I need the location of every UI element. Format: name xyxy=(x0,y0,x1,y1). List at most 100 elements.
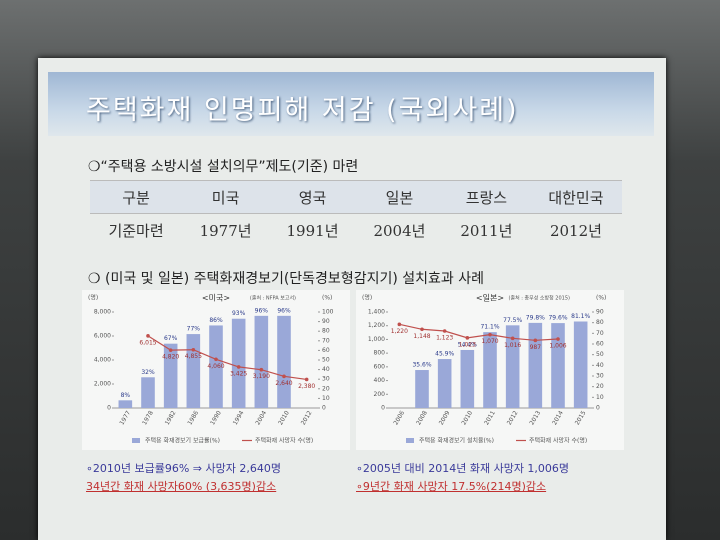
y2-tick-label: 40 xyxy=(322,366,330,373)
legend-label: 주택용 화재경보기 보급률(%) xyxy=(145,437,220,445)
y-tick-label: 200 xyxy=(374,391,386,398)
table-row: 기준마련 1977년 1991년 2004년 2011년 2012년 xyxy=(90,213,622,246)
line-point xyxy=(304,377,309,382)
bar-label: 81.1% xyxy=(571,313,590,320)
y2-tick-label: 30 xyxy=(596,373,604,380)
y2-tick-label: 90 xyxy=(322,318,330,325)
note: ∘9년간 화재 사망자 17.5%(214명)감소 xyxy=(356,480,547,493)
line xyxy=(399,323,559,341)
line-point xyxy=(236,365,241,369)
bar xyxy=(415,370,429,408)
point-label: 987 xyxy=(530,344,542,351)
bar xyxy=(437,359,452,408)
y-tick-label: 1,400 xyxy=(368,309,385,316)
y-tick-label: 6,000 xyxy=(94,333,111,340)
bar-label: 8% xyxy=(121,392,131,399)
line xyxy=(147,335,307,381)
bar-label: 77% xyxy=(187,326,201,333)
y-tick-label: 0 xyxy=(381,405,385,412)
cell: 1991년 xyxy=(269,213,356,246)
title-bar: 주택화재 인명피해 저감 (국외사례) xyxy=(48,72,654,136)
source: (출처 : 총무성 소방청 2015) xyxy=(509,295,571,302)
bar-label: 79.8% xyxy=(526,314,545,321)
bar xyxy=(186,334,201,408)
point-label: 1,023 xyxy=(459,341,476,348)
x-tick-label: 2008 xyxy=(415,409,429,426)
bar-label: 77.5% xyxy=(503,317,522,324)
y-tick-label: 600 xyxy=(374,363,386,370)
bar xyxy=(254,315,269,408)
y2-tick-label: 50 xyxy=(596,351,604,358)
line-point xyxy=(397,322,402,327)
y2-tick-label: 80 xyxy=(596,319,604,326)
header-cell: 영국 xyxy=(269,180,356,214)
y2-unit: (%) xyxy=(322,295,332,302)
table-header: 구분 미국 영국 일본 프랑스 대한민국 xyxy=(90,180,622,214)
y-tick-label: 8,000 xyxy=(94,309,111,316)
y2-tick-label: 80 xyxy=(322,328,330,335)
header-cell: 대한민국 xyxy=(529,180,622,214)
x-tick-label: 1994 xyxy=(232,409,246,426)
line-point xyxy=(488,332,492,337)
point-label: 4,060 xyxy=(207,363,224,370)
x-tick-label: 2012 xyxy=(300,409,314,426)
y2-tick-label: 50 xyxy=(322,357,330,364)
line-point xyxy=(168,348,173,352)
point-label: 1,070 xyxy=(481,338,498,345)
x-tick-label: 2013 xyxy=(528,409,542,426)
bar xyxy=(551,323,565,408)
y2-tick-label: 0 xyxy=(322,405,326,412)
bar xyxy=(277,315,291,408)
header-cell: 일본 xyxy=(355,180,443,214)
line-point xyxy=(214,357,218,362)
x-tick-label: 2011 xyxy=(483,409,497,426)
point-label: 2,380 xyxy=(298,383,315,390)
y2-tick-label: 20 xyxy=(596,383,604,390)
point-label: 3,190 xyxy=(253,373,270,380)
line-point xyxy=(442,329,447,333)
source: (출처 : NFPA 보고서) xyxy=(250,295,296,302)
y2-tick-label: 90 xyxy=(596,309,604,316)
point-label: 1,148 xyxy=(413,333,430,340)
bar xyxy=(118,400,133,408)
bar xyxy=(505,325,520,408)
point-label: 4,820 xyxy=(162,354,179,361)
line-point xyxy=(259,367,264,372)
note: ∘2010년 보급률96% ⇒ 사망자 2,640명 xyxy=(86,462,281,475)
bar xyxy=(141,377,155,408)
point-label: 1,220 xyxy=(391,328,408,335)
chart-japan: <일본> (출처 : 총무성 소방청 2015)(명) (%)02004006008… xyxy=(356,290,624,450)
line-point xyxy=(282,374,286,379)
point-label: 2,640 xyxy=(275,380,292,387)
cell: 기준마련 xyxy=(90,213,183,246)
bar-label: 79.6% xyxy=(548,315,567,322)
y-tick-label: 1,200 xyxy=(368,322,385,329)
cell: 1977년 xyxy=(182,213,270,246)
y-tick-label: 800 xyxy=(374,350,386,357)
y2-tick-label: 60 xyxy=(596,341,604,348)
point-label: 6,015 xyxy=(139,339,156,346)
x-tick-label: 1977 xyxy=(118,409,132,426)
header-cell: 프랑스 xyxy=(442,180,530,214)
bar xyxy=(163,343,178,408)
header-cell: 구분 xyxy=(90,180,183,214)
cell: 2012년 xyxy=(529,213,622,246)
y2-tick-label: 20 xyxy=(322,385,330,392)
y2-tick-label: 10 xyxy=(322,395,330,402)
point-label: 3,425 xyxy=(230,370,247,377)
legend-swatch xyxy=(406,438,414,443)
header-cell: 미국 xyxy=(182,180,270,214)
bar-label: 86% xyxy=(209,317,223,324)
bar xyxy=(528,322,543,408)
cell: 2011년 xyxy=(442,213,530,246)
point-label: 1,016 xyxy=(504,342,521,349)
line-point xyxy=(146,334,150,338)
line-point xyxy=(191,347,196,352)
y2-tick-label: 10 xyxy=(596,394,604,401)
x-tick-label: 2009 xyxy=(438,409,452,426)
bar-label: 71.1% xyxy=(480,324,499,331)
bar-label: 67% xyxy=(164,335,178,342)
y2-unit: (%) xyxy=(596,295,606,302)
x-tick-label: 1978 xyxy=(141,409,155,426)
